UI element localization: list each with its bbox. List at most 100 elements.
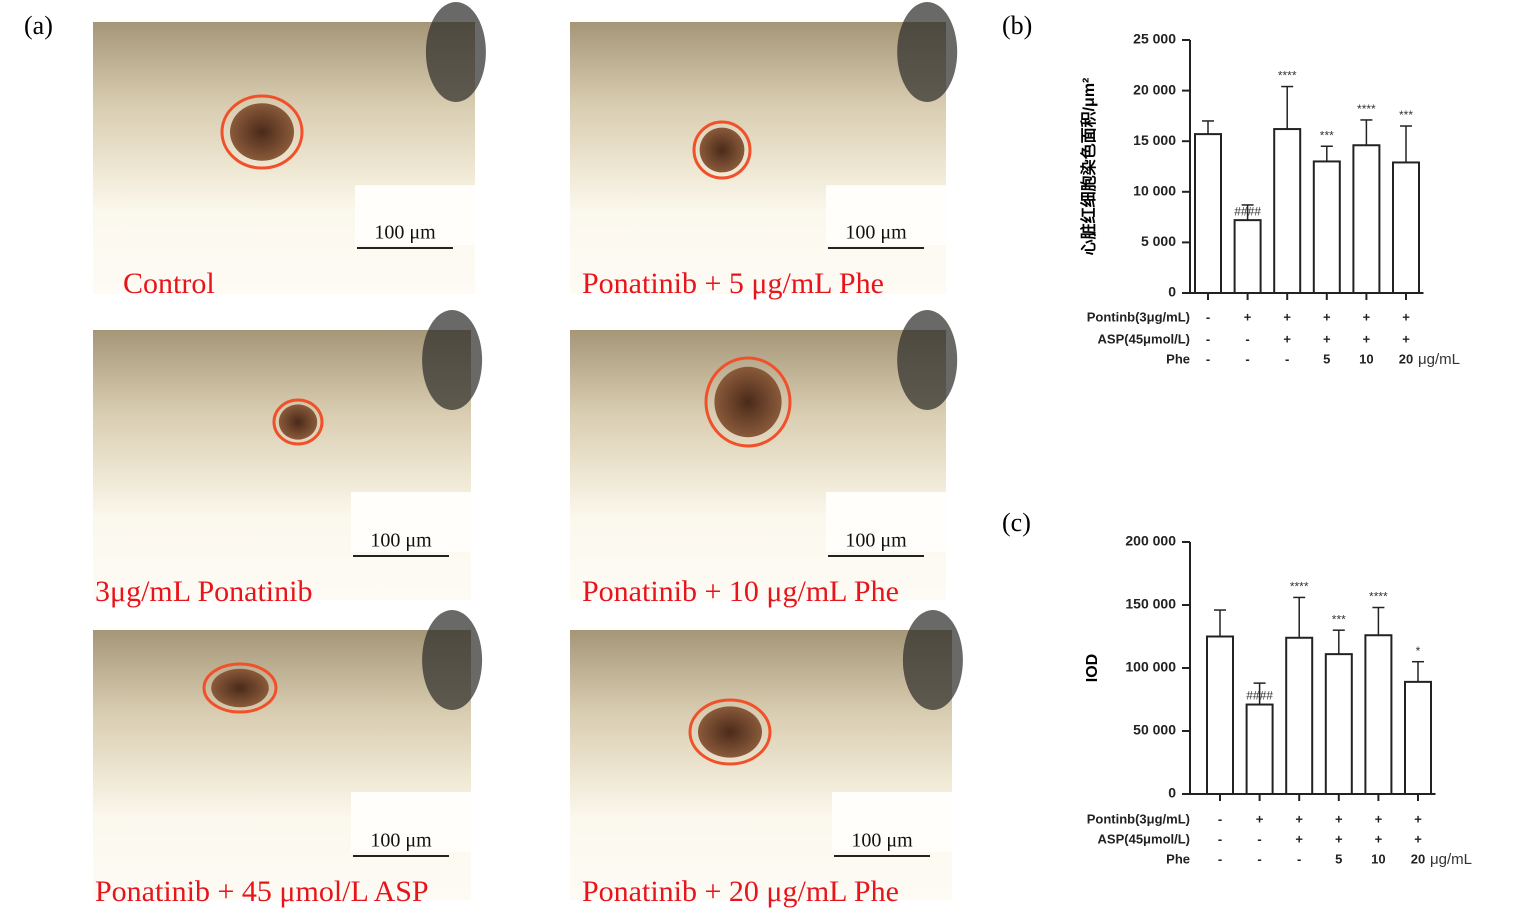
significance-label: **** [1290,580,1309,594]
treatment-mark: 10 [1359,351,1373,366]
heart-outline [202,662,278,714]
treatment-mark: - [1218,811,1222,826]
tissue-image [570,630,952,900]
tissue-shadow [422,610,483,710]
heart-outline [688,698,772,766]
micrograph: 100 μm Control [93,2,486,300]
bar [1245,703,1274,795]
treatment-mark: - [1206,331,1210,346]
heart-outline [272,398,324,446]
bar [1352,144,1381,294]
y-tick-label: 20 000 [1133,81,1176,97]
treatment-name: Pontinb(3μg/mL) [1087,811,1190,826]
y-tick-label: 50 000 [1133,722,1176,738]
scale-bar-box [351,492,471,552]
y-tick-label: 5 000 [1141,233,1176,249]
scale-bar-label: 100 μm [370,530,432,552]
heart-outline [692,120,752,180]
treatment-mark: + [1323,331,1331,346]
bar [1364,634,1393,795]
unit-label: μg/mL [1430,851,1472,868]
treatment-mark: + [1414,831,1422,846]
micrograph: 100 μm Ponatinib + 45 μmol/L ASP [93,610,483,908]
treatment-mark: 20 [1411,851,1425,866]
heart-tissue [714,366,782,438]
treatment-mark: + [1363,331,1371,346]
treatment-mark: + [1335,811,1343,826]
tissue-image [93,630,471,900]
heart-tissue [278,404,318,440]
significance-label: *** [1399,108,1413,122]
y-tick-label: 200 000 [1125,533,1176,549]
treatment-mark: + [1295,831,1303,846]
treatment-name: Pontinb(3μg/mL) [1087,309,1190,324]
y-tick-label: 0 [1168,284,1176,300]
treatment-mark: - [1218,851,1222,866]
heart-tissue [699,127,745,173]
treatment-mark: + [1375,811,1383,826]
treatment-mark: + [1402,309,1410,324]
image-caption: Ponatinib + 5 μg/mL Phe [582,267,884,300]
scale-bar-box [355,185,475,246]
image-caption: Ponatinib + 45 μmol/L ASP [95,875,429,908]
heart-tissue [698,706,762,758]
significance-label: *** [1332,612,1346,626]
significance-label: #### [1234,204,1261,218]
scale-bar-label: 100 μm [845,222,907,244]
treatment-mark: 20 [1399,351,1413,366]
treatment-mark: + [1402,331,1410,346]
bar [1312,160,1341,294]
treatment-mark: + [1283,331,1291,346]
tissue-shadow [897,2,958,102]
treatment-mark: + [1323,309,1331,324]
scale-bar-box [826,185,946,246]
significance-label: * [1416,644,1421,658]
scale-bar-label: 100 μm [851,830,913,852]
treatment-mark: - [1245,351,1249,366]
tissue-image [93,22,475,294]
treatment-name: ASP(45μmol/L) [1098,331,1190,346]
bar [1273,128,1302,294]
treatment-mark: - [1257,831,1261,846]
treatment-mark: 5 [1335,851,1342,866]
treatment-mark: + [1283,309,1291,324]
scale-bar-box [351,792,471,852]
treatment-mark: - [1245,331,1249,346]
image-caption: Ponatinib + 10 μg/mL Phe [582,575,899,608]
bar [1206,635,1234,795]
y-tick-label: 10 000 [1133,183,1176,199]
treatment-mark: - [1218,831,1222,846]
tissue-image [93,330,471,600]
treatment-mark: - [1206,309,1210,324]
heart-tissue [211,668,269,708]
micrograph: 100 μm Ponatinib + 5 μg/mL Phe [570,2,958,300]
treatment-name: Phe [1166,351,1190,366]
image-caption: Ponatinib + 20 μg/mL Phe [582,875,899,908]
treatment-name: Phe [1166,851,1190,866]
scale-bar-box [832,792,952,852]
treatment-mark: - [1257,851,1261,866]
tissue-shadow [422,310,483,410]
tissue-shadow [902,610,963,710]
y-axis-label: IOD [1084,654,1101,682]
micrograph: 100 μm Ponatinib + 20 μg/mL Phe [570,610,963,908]
panel-label: (b) [1002,11,1032,40]
scale-bar-label: 100 μm [374,222,436,244]
y-tick-label: 15 000 [1133,132,1176,148]
significance-label: **** [1278,69,1297,83]
treatment-mark: + [1414,811,1422,826]
treatment-mark: + [1244,309,1252,324]
treatment-mark: 5 [1323,351,1330,366]
significance-label: **** [1369,590,1388,604]
panel-label: (c) [1002,508,1031,537]
y-axis-label: 心脏红细胞染色面积/μm² [1079,78,1098,256]
treatment-mark: + [1363,309,1371,324]
heart-outline [220,94,304,170]
panel-label: (a) [24,11,53,40]
micrograph: 100 μm Ponatinib + 10 μg/mL Phe [570,310,958,608]
scale-bar-box [826,492,946,552]
bar [1285,636,1314,796]
unit-label: μg/mL [1418,351,1460,368]
bar [1404,680,1432,795]
